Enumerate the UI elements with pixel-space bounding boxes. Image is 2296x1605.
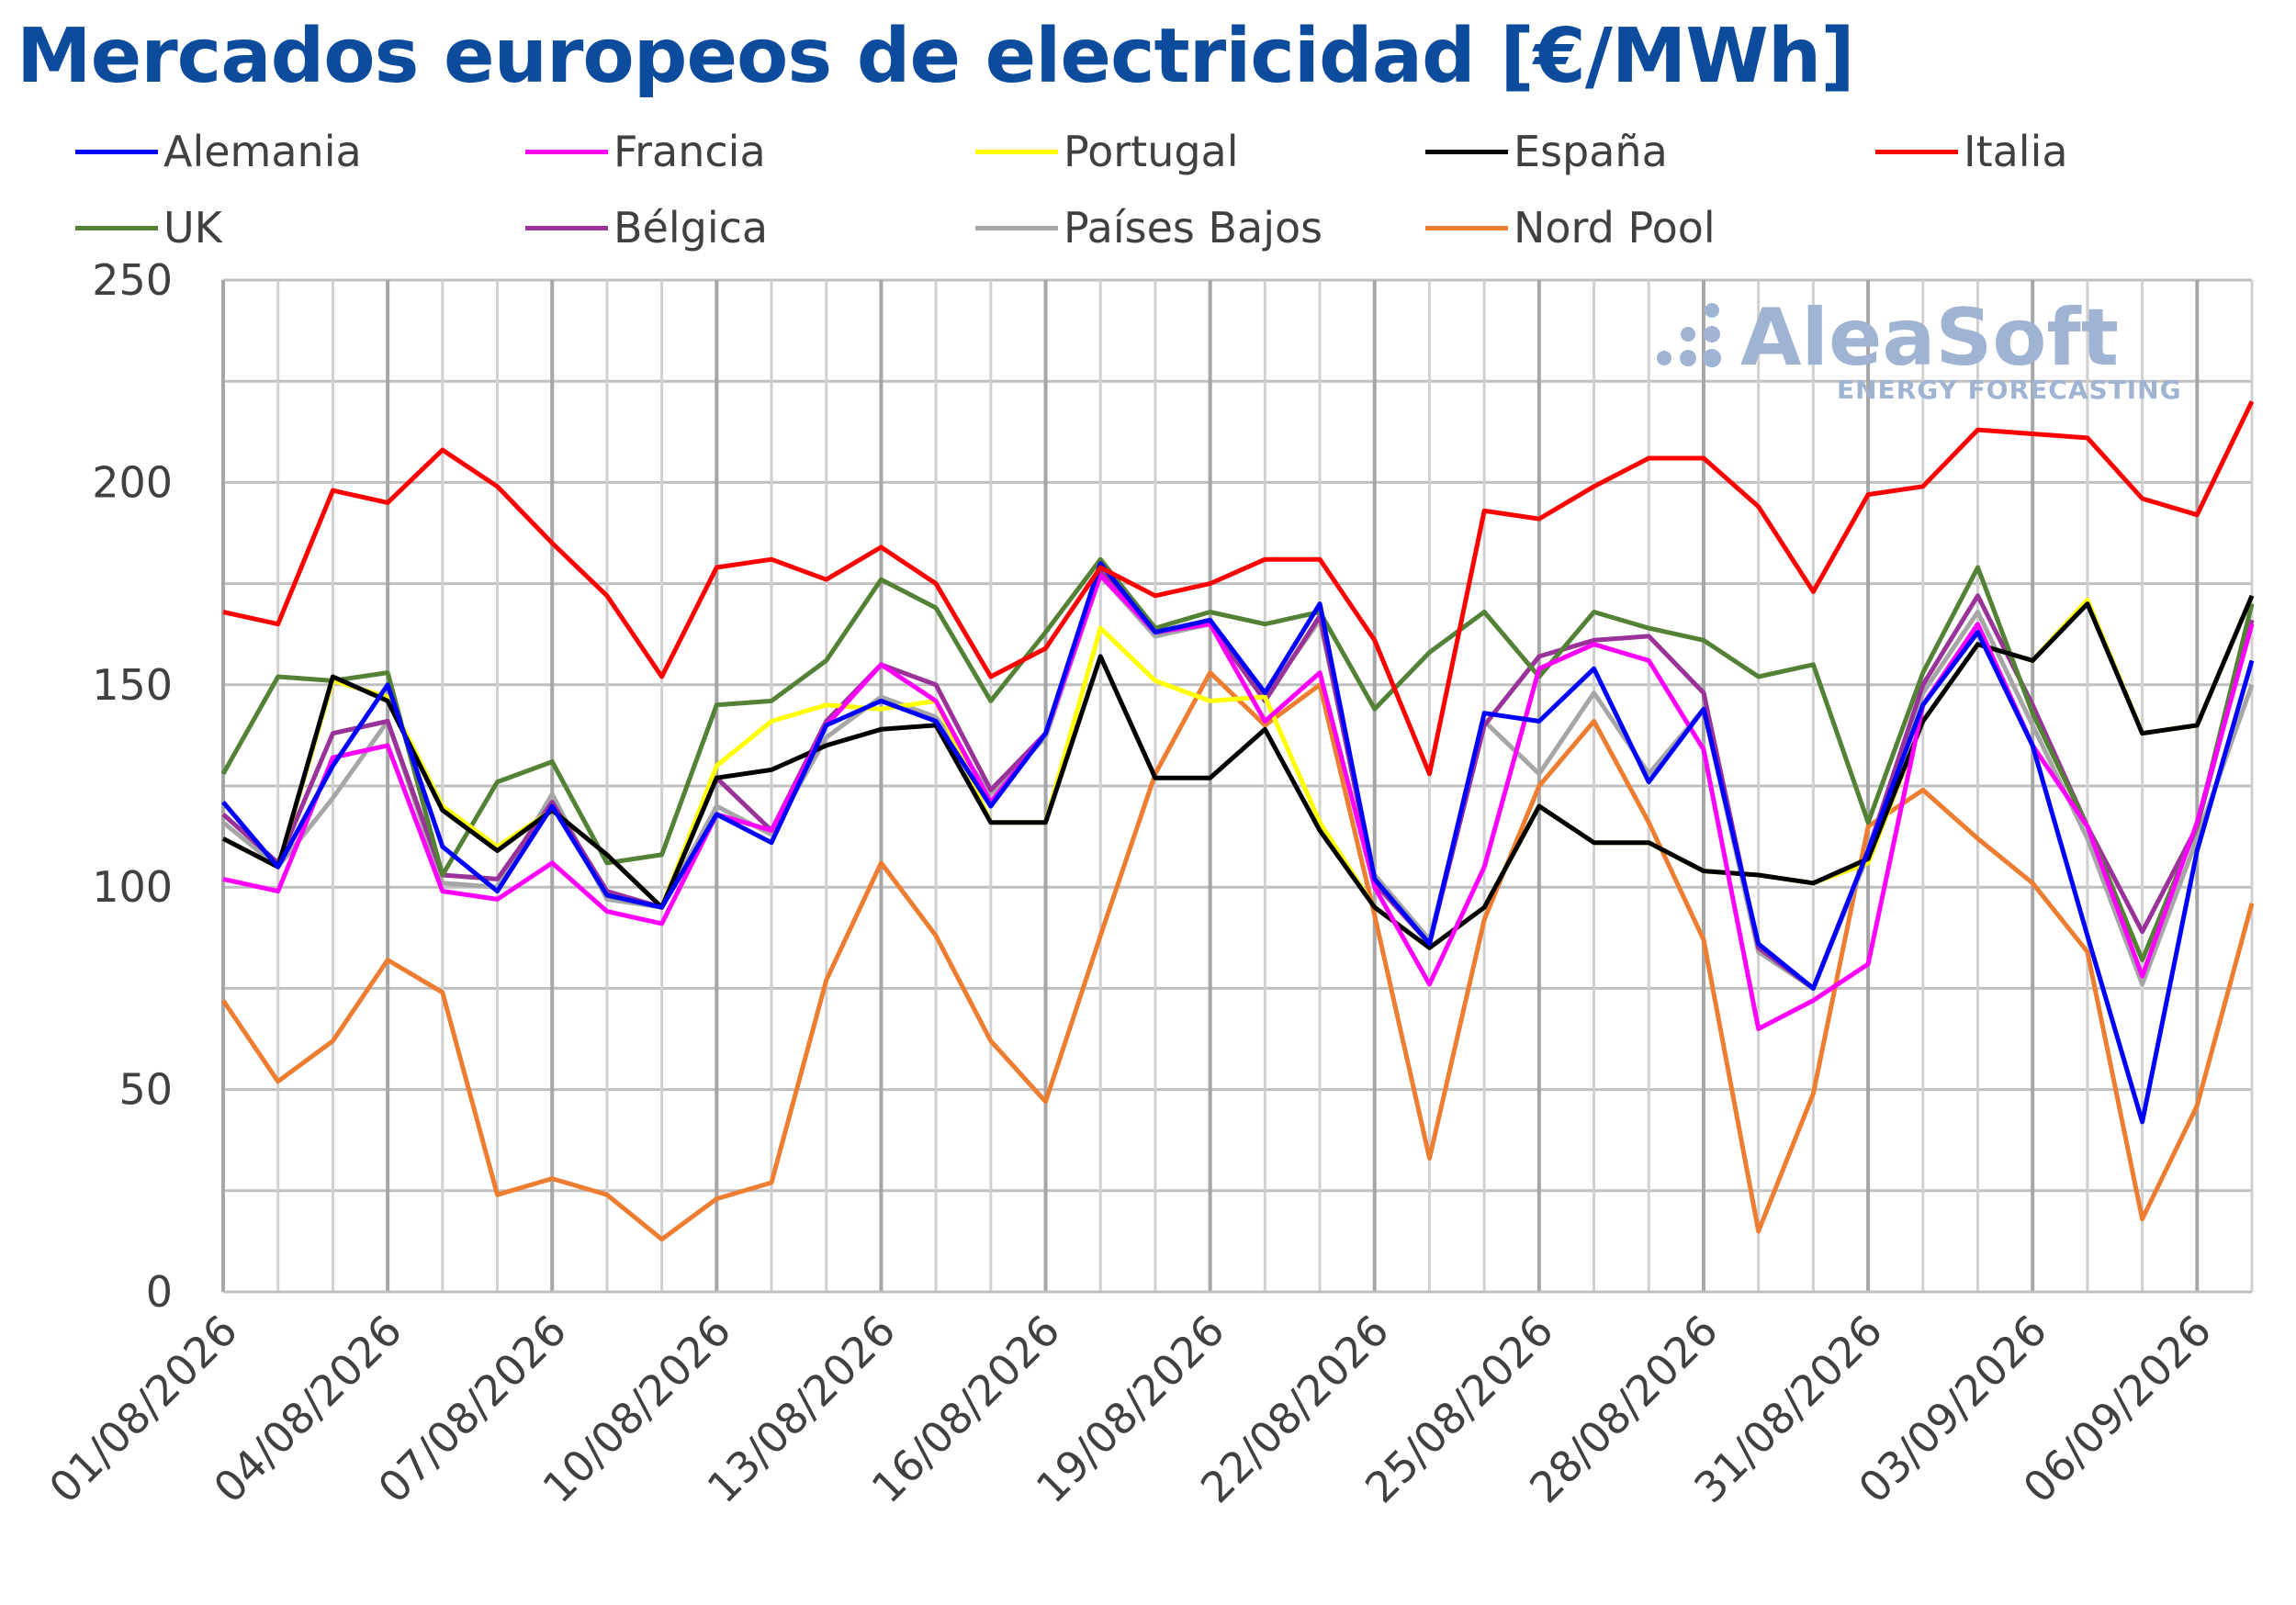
series-line-francia xyxy=(222,573,2255,1031)
legend-swatch xyxy=(75,149,158,154)
legend-item-países-bajos: Países Bajos xyxy=(975,200,1322,255)
series-line-uk xyxy=(220,556,2255,962)
series-line-países-bajos xyxy=(221,573,2255,991)
legend-swatch xyxy=(75,225,158,230)
legend-label: Países Bajos xyxy=(1064,203,1323,253)
legend-label: UK xyxy=(163,203,222,253)
series-lines xyxy=(220,400,2255,1242)
y-tick-label: 200 xyxy=(92,457,173,507)
legend-swatch xyxy=(975,149,1058,154)
legend-swatch xyxy=(1425,149,1508,154)
series-line-alemania xyxy=(221,561,2255,1125)
legend-label: Francia xyxy=(613,127,766,176)
aleasoft-tagline: ENERGY FORECASTING xyxy=(1837,375,2182,405)
aleasoft-logo: AleaSoft ENERGY FORECASTING xyxy=(1653,292,2223,411)
legend-swatch xyxy=(525,225,608,230)
series-line-italia xyxy=(222,400,2255,777)
x-tick-labels: 01/08/202604/08/202607/08/202610/08/2026… xyxy=(39,1306,2221,1513)
series-line-bélgica xyxy=(221,568,2255,991)
y-tick-label: 0 xyxy=(146,1267,173,1317)
y-tick-labels: 0 50 100 150 200 250 xyxy=(92,255,173,1317)
legend-swatch xyxy=(975,225,1058,230)
aleasoft-brand-text: AleaSoft xyxy=(1740,292,2119,384)
legend-label: Bélgica xyxy=(613,203,769,253)
legend-label: Alemania xyxy=(163,127,362,176)
legend-item-españa: España xyxy=(1425,124,1668,179)
chart-title: Mercados europeos de electricidad [€/MWh… xyxy=(17,13,1855,100)
y-tick-label: 100 xyxy=(92,862,173,912)
legend-item-nord-pool: Nord Pool xyxy=(1425,200,1716,255)
y-tick-label: 250 xyxy=(92,255,173,305)
legend-item-uk: UK xyxy=(75,200,222,255)
legend-swatch xyxy=(525,149,608,154)
grid-lines xyxy=(221,278,2254,1292)
legend-label: Italia xyxy=(1964,127,2068,176)
legend-item-bélgica: Bélgica xyxy=(525,200,768,255)
legend-item-italia: Italia xyxy=(1875,124,2068,179)
legend-item-portugal: Portugal xyxy=(975,124,1239,179)
series-line-nord-pool xyxy=(220,670,2255,1242)
legend-item-alemania: Alemania xyxy=(75,124,362,179)
legend-swatch xyxy=(1875,149,1958,154)
y-tick-label: 50 xyxy=(118,1065,173,1115)
legend-label: Portugal xyxy=(1064,127,1239,176)
legend-label: España xyxy=(1514,127,1668,176)
legend-label: Nord Pool xyxy=(1514,203,1716,253)
y-tick-label: 150 xyxy=(92,660,173,710)
legend-item-francia: Francia xyxy=(525,124,766,179)
legend-swatch xyxy=(1425,225,1508,230)
chart-legend: Alemania Francia Portugal España Italia UK Bél… xyxy=(0,0,2296,275)
aleasoft-dots-icon xyxy=(1657,303,1721,367)
